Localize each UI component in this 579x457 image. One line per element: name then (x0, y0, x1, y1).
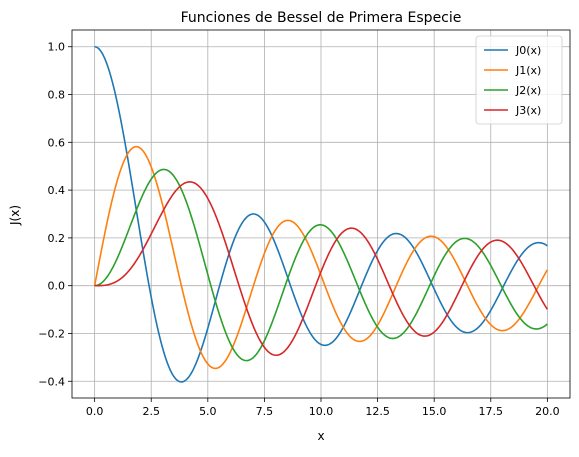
y-tick-label: 0.0 (48, 280, 66, 293)
x-axis-label: x (317, 429, 324, 443)
legend: J0(x) J1(x) J2(x) J3(x) (475, 35, 563, 125)
y-tick-label: −0.2 (38, 327, 65, 340)
series-line-j0-x (94, 45, 548, 383)
legend-label: J2(x) (515, 84, 541, 97)
x-tick-label: 5.0 (199, 405, 217, 418)
x-tick-label: 12.5 (365, 405, 390, 418)
y-tick-label: 0.2 (48, 232, 66, 245)
y-tick-label: 0.8 (48, 89, 66, 102)
series-line-j2-x (94, 168, 548, 362)
y-axis-ticks: −0.4 −0.2 0.0 0.2 0.4 0.6 0.8 1.0 (38, 41, 72, 388)
x-axis-ticks: 0.0 2.5 5.0 7.5 10.0 12.5 15.0 17.5 20.0 (86, 398, 560, 418)
y-tick-label: 1.0 (48, 41, 66, 54)
x-tick-label: 17.5 (479, 405, 504, 418)
x-tick-label: 20.0 (535, 405, 560, 418)
x-tick-label: 0.0 (86, 405, 104, 418)
x-tick-label: 15.0 (422, 405, 447, 418)
y-tick-label: −0.4 (38, 375, 65, 388)
legend-label: J3(x) (515, 104, 541, 117)
grid-lines (72, 30, 570, 398)
y-tick-label: 0.4 (48, 184, 66, 197)
legend-box (475, 35, 563, 125)
legend-label: J1(x) (515, 64, 541, 77)
series-lines (93, 45, 549, 383)
series-line-j3-x (94, 181, 549, 357)
series-line-j1-x (93, 145, 549, 370)
x-tick-label: 7.5 (256, 405, 274, 418)
y-axis-label: J(x) (8, 205, 22, 226)
x-tick-label: 10.0 (309, 405, 334, 418)
chart-title: Funciones de Bessel de Primera Especie (181, 10, 462, 26)
y-tick-label: 0.6 (48, 136, 66, 149)
legend-label: J0(x) (515, 44, 541, 57)
x-tick-label: 2.5 (142, 405, 160, 418)
